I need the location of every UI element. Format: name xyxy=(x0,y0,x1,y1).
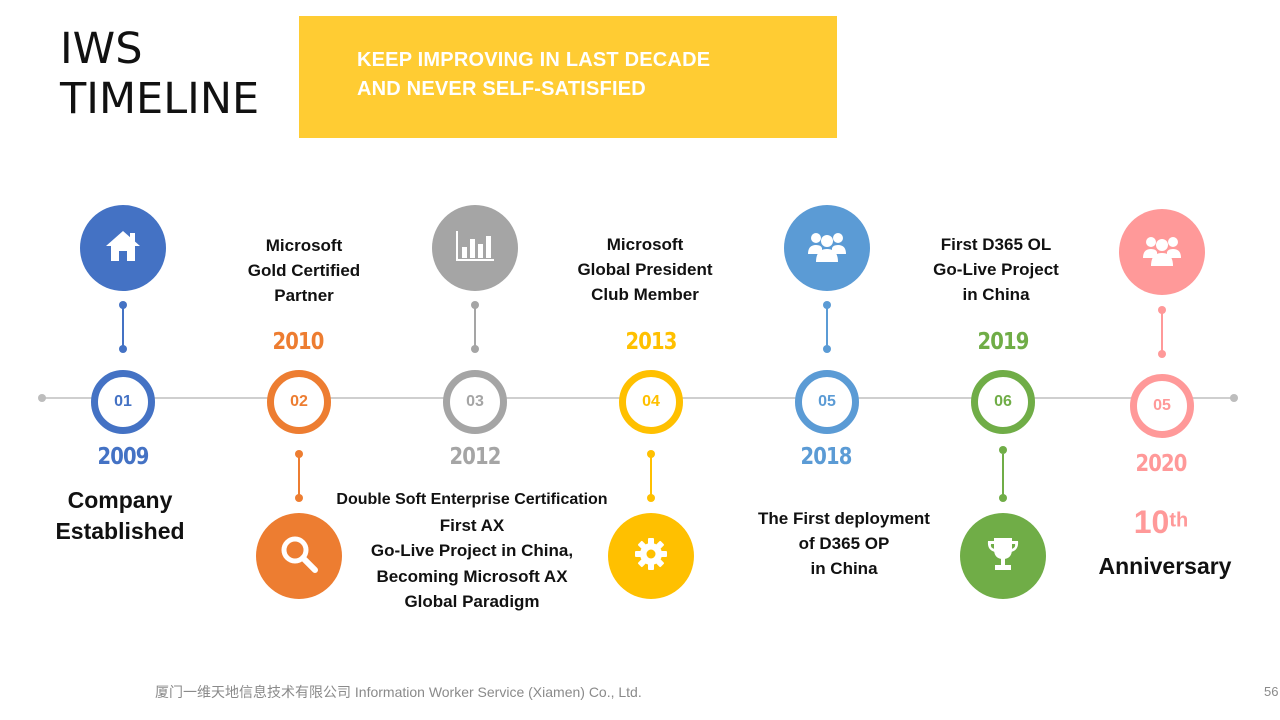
milestone-5-icon-badge xyxy=(784,205,870,291)
people-icon xyxy=(806,228,848,269)
milestone-number: 05 xyxy=(1153,397,1171,414)
milestone-number: 02 xyxy=(290,393,308,410)
milestone-1-connector-dot xyxy=(119,345,127,353)
bar-chart-icon xyxy=(454,229,496,268)
label-line: Company xyxy=(67,487,173,513)
milestone-2-connector-dot xyxy=(295,494,303,502)
slogan-banner: KEEP IMPROVING IN LAST DECADE AND NEVER … xyxy=(299,16,837,138)
label-line: Microsoft xyxy=(265,236,343,255)
milestone-6-connector-dot xyxy=(999,446,1007,454)
milestone-1-number-ring: 01 xyxy=(91,370,155,434)
label-line: Go-Live Project in China, xyxy=(370,541,574,560)
milestone-1-year: 2009 xyxy=(97,444,149,470)
milestone-number: 01 xyxy=(114,393,132,410)
timeline-axis-start xyxy=(38,394,46,402)
milestone-5-connector-dot xyxy=(823,301,831,309)
label-line: Global President xyxy=(577,260,713,279)
label-line: of D365 OP xyxy=(798,534,890,553)
label-line: Microsoft xyxy=(606,235,684,254)
milestone-number: 04 xyxy=(642,393,660,410)
milestone-2-connector-dot xyxy=(295,450,303,458)
milestone-6-connector xyxy=(1002,454,1004,498)
milestone-2-icon-badge xyxy=(256,513,342,599)
milestone-4-connector-dot xyxy=(647,450,655,458)
label-line: Global Paradigm xyxy=(404,592,540,611)
milestone-7-icon-badge xyxy=(1119,209,1205,295)
trophy-icon xyxy=(984,535,1022,578)
home-icon xyxy=(103,228,143,269)
milestone-3-year: 2012 xyxy=(449,444,501,470)
milestone-5-connector-dot xyxy=(823,345,831,353)
milestone-5-label: The First deployment of D365 OP in China xyxy=(729,506,959,581)
milestone-6-number-ring: 06 xyxy=(971,370,1035,434)
milestone-2-connector xyxy=(298,454,300,498)
label-line: in China xyxy=(810,559,878,578)
milestone-5-number-ring: 05 xyxy=(795,370,859,434)
milestone-3-connector xyxy=(474,305,476,349)
title-line-1: IWS xyxy=(60,24,143,74)
milestone-7-connector-dot xyxy=(1158,306,1166,314)
milestone-4-connector-dot xyxy=(647,494,655,502)
milestone-4-connector xyxy=(650,454,652,498)
timeline-axis-end xyxy=(1230,394,1238,402)
label-line: in China xyxy=(962,285,1030,304)
milestone-6-label: First D365 OL Go-Live Project in China xyxy=(896,232,1096,307)
milestone-4-icon-badge xyxy=(608,513,694,599)
milestone-4-label: Microsoft Global President Club Member xyxy=(545,232,745,307)
milestone-1-icon-badge xyxy=(80,205,166,291)
milestone-6-year: 2019 xyxy=(977,329,1029,355)
milestone-7-connector-dot xyxy=(1158,350,1166,358)
search-icon xyxy=(278,533,320,580)
milestone-number: 03 xyxy=(466,393,484,410)
milestone-4-year: 2013 xyxy=(625,329,677,355)
milestone-number: 05 xyxy=(818,393,836,410)
milestone-number: 06 xyxy=(994,393,1012,410)
milestone-6-connector-dot xyxy=(999,494,1007,502)
footer-company: 厦门一维天地信息技术有限公司 Information Worker Servic… xyxy=(155,684,642,700)
slogan-line-1: KEEP IMPROVING IN LAST DECADE xyxy=(357,49,711,71)
label-line: Double Soft Enterprise Certification xyxy=(336,491,608,508)
label-line: Club Member xyxy=(591,285,699,304)
title-line-2: TIMELINE xyxy=(60,74,260,124)
milestone-1-connector xyxy=(122,305,124,349)
milestone-7-year: 2020 xyxy=(1135,451,1187,477)
milestone-6-icon-badge xyxy=(960,513,1046,599)
slogan-text: KEEP IMPROVING IN LAST DECADE AND NEVER … xyxy=(357,46,710,104)
slogan-line-2: AND NEVER SELF-SATISFIED xyxy=(357,78,646,100)
milestone-1-label: Company Established xyxy=(20,485,220,547)
label-line: Anniversary xyxy=(1098,553,1232,579)
people-icon xyxy=(1141,232,1183,273)
milestone-2-number-ring: 02 xyxy=(267,370,331,434)
label-line: Gold Certified xyxy=(247,261,361,280)
gear-icon xyxy=(633,536,669,577)
anniversary-number: 10 xyxy=(1133,504,1170,540)
milestone-4-number-ring: 04 xyxy=(619,370,683,434)
anniversary-badge: 10th xyxy=(1101,504,1221,541)
milestone-7-connector xyxy=(1161,310,1163,354)
milestone-3-label: Double Soft Enterprise Certification Fir… xyxy=(322,487,622,615)
page-number: 56 xyxy=(1264,684,1279,699)
label-line: Go-Live Project xyxy=(933,260,1059,279)
milestone-5-year: 2018 xyxy=(800,444,852,470)
milestone-7-number-ring: 05 xyxy=(1130,374,1194,438)
page-title: IWS TIMELINE xyxy=(60,24,259,124)
label-line: Becoming Microsoft AX xyxy=(376,566,568,586)
milestone-3-connector-dot xyxy=(471,301,479,309)
label-line: Partner xyxy=(274,286,334,305)
milestone-2-year: 2010 xyxy=(272,329,324,355)
milestone-3-icon-badge xyxy=(432,205,518,291)
label-line: First AX xyxy=(439,515,505,535)
milestone-1-connector-dot xyxy=(119,301,127,309)
anniversary-suffix: th xyxy=(1169,509,1189,532)
milestone-2-label: Microsoft Gold Certified Partner xyxy=(204,233,404,308)
label-line: The First deployment xyxy=(758,509,930,528)
milestone-3-connector-dot xyxy=(471,345,479,353)
milestone-5-connector xyxy=(826,305,828,349)
milestone-3-number-ring: 03 xyxy=(443,370,507,434)
milestone-7-label: Anniversary xyxy=(1070,551,1260,582)
label-line: First D365 OL xyxy=(940,235,1052,254)
label-line: Established xyxy=(55,518,185,544)
